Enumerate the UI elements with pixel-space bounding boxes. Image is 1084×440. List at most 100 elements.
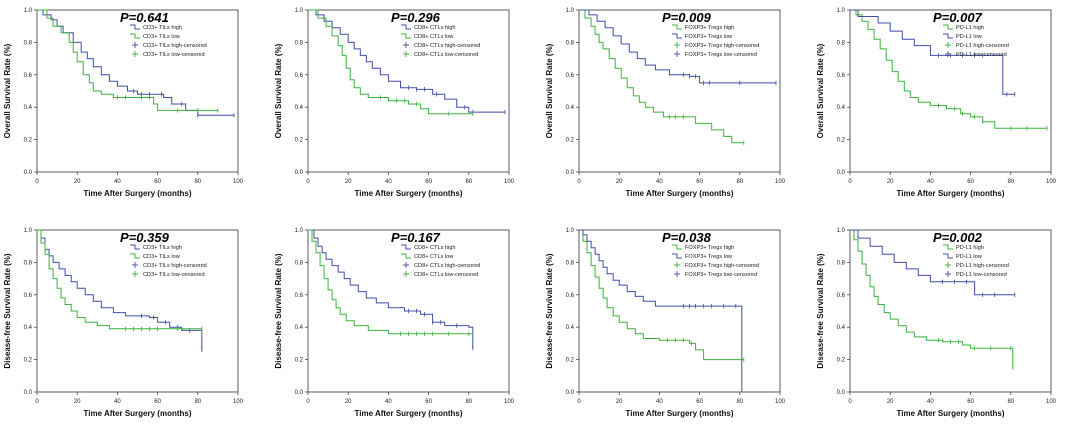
y-axis-title: Disease-free Survival Rate (%) [274,253,283,369]
legend-label: PD-L1 high [956,245,984,251]
x-tick-label: 80 [194,399,201,405]
x-tick-label: 0 [848,399,852,405]
y-tick-label: 0.2 [295,358,304,364]
x-tick-label: 40 [927,399,934,405]
km-curve-high [37,229,203,350]
x-tick-label: 60 [696,179,703,185]
x-tick-label: 60 [154,179,161,185]
km-curve-low [37,229,202,330]
legend-label: FOXP3+ Tregs low [685,34,733,40]
x-tick-label: 20 [887,399,894,405]
km-panel-os-cd8: 0.0 0.2 0.4 0.6 0.8 1.0 0 20 40 60 80 100 Time After… [271,0,542,220]
plot-frame [307,9,510,173]
legend-label: FOXP3+ Tregs low-censored [685,52,757,58]
x-tick-label: 0 [848,179,852,185]
legend-line-swatch [943,244,953,250]
legend-label: CD3+ TILs low-censored [143,272,205,278]
x-axis-title: Time After Surgery (months) [896,409,1004,418]
y-tick-label: 0.6 [566,73,575,79]
legend-label: CD8+ CTLs high-censored [414,43,480,49]
x-tick-label: 100 [233,179,244,185]
series-low-os-cd8 [308,9,474,116]
y-tick-label: 1.0 [837,8,846,14]
legend-line-swatch [401,253,411,259]
legend-label: CD3+ TILs high [143,245,182,251]
legend-label: PD-L1 low-censored [956,52,1007,58]
legend-label: CD3+ TILs low [143,254,181,260]
legend: FOXP3+ Tregs high FOXP3+ Tregs low FOXP3+ … [672,24,759,58]
series-high-os-foxp3 [579,9,777,86]
x-tick-label: 80 [736,179,743,185]
legend-label: CD8+ CTLs high [414,245,456,251]
y-axis-title: Overall Survival Rate (%) [545,43,554,138]
legend-line-swatch [130,244,140,250]
legend-label: PD-L1 high-censored [956,263,1009,269]
y-tick-label: 0.4 [295,105,304,111]
x-tick-label: 80 [465,179,472,185]
series-low-dfs-cd3 [37,229,203,332]
y-tick-label: 0.4 [837,325,846,331]
legend-label: FOXP3+ Tregs low-censored [685,272,757,278]
legend-line-swatch [130,24,140,30]
y-tick-label: 0.8 [566,40,575,46]
legend-label: CD8+ CTLs high [414,25,456,31]
km-panel-dfs-cd8: 0.0 0.2 0.4 0.6 0.8 1.0 0 20 40 60 80 100 Time After… [271,220,542,440]
legend-label: FOXP3+ Tregs high-censored [685,43,759,49]
x-tick-label: 100 [504,399,515,405]
km-chart-dfs-cd8: 0.0 0.2 0.4 0.6 0.8 1.0 0 20 40 60 80 100 Time After… [274,228,515,418]
x-axis-title: Time After Surgery (months) [83,189,191,198]
legend: PD-L1 high PD-L1 low PD-L1 high-censored PD… [943,244,1009,278]
legend-label: FOXP3+ Tregs low [685,254,733,260]
legend-line-swatch [672,33,682,39]
y-tick-label: 1.0 [24,228,33,234]
y-tick-label: 0.0 [837,390,846,396]
x-tick-label: 0 [306,179,310,185]
legend: CD8+ CTLs high CD8+ CTLs low CD8+ CTLs hig… [401,24,480,58]
km-chart-dfs-foxp3: 0.0 0.2 0.4 0.6 0.8 1.0 0 20 40 60 80 100 Time After… [545,228,786,418]
legend-label: CD3+ TILs high [143,25,182,31]
x-tick-label: 60 [967,399,974,405]
x-tick-label: 40 [114,399,121,405]
y-axis-title: Overall Survival Rate (%) [816,43,825,138]
x-tick-label: 80 [194,179,201,185]
y-tick-label: 0.0 [24,170,33,176]
p-value: P=0.167 [391,230,441,245]
km-panel-os-cd3: 0.0 0.2 0.4 0.6 0.8 1.0 0 20 40 60 80 100 Time After… [0,0,271,220]
p-value: P=0.007 [933,10,983,25]
y-tick-label: 0.2 [566,358,575,364]
y-tick-label: 0.8 [295,260,304,266]
x-tick-label: 40 [385,179,392,185]
y-tick-label: 0.8 [566,260,575,266]
legend-label: PD-L1 high-censored [956,43,1009,49]
x-tick-label: 0 [577,399,581,405]
y-tick-label: 0.8 [24,260,33,266]
km-chart-os-cd8: 0.0 0.2 0.4 0.6 0.8 1.0 0 20 40 60 80 100 Time After… [274,8,515,198]
y-tick-label: 0.6 [837,73,846,79]
km-chart-os-cd3: 0.0 0.2 0.4 0.6 0.8 1.0 0 20 40 60 80 100 Time After… [3,8,244,198]
y-tick-label: 0.2 [24,358,33,364]
y-tick-label: 0.2 [837,358,846,364]
y-axis-title: Overall Survival Rate (%) [3,43,12,138]
x-axis-title: Time After Surgery (months) [625,189,733,198]
y-tick-label: 0.4 [566,325,575,331]
x-tick-label: 100 [504,179,515,185]
legend-label: FOXP3+ Tregs high [685,25,734,31]
p-value: P=0.009 [662,10,712,25]
x-tick-label: 80 [1007,399,1014,405]
x-axis-title: Time After Surgery (months) [896,189,1004,198]
x-tick-label: 40 [656,399,663,405]
x-tick-label: 80 [1007,179,1014,185]
km-curve-low [579,9,744,144]
x-tick-label: 60 [696,399,703,405]
y-tick-label: 1.0 [566,8,575,14]
y-tick-label: 0.0 [566,390,575,396]
legend-label: CD8+ CTLs low-censored [414,52,478,58]
x-tick-label: 0 [306,399,310,405]
y-tick-label: 0.2 [837,138,846,144]
x-tick-label: 0 [35,179,39,185]
y-tick-label: 0.4 [24,325,33,331]
y-tick-label: 0.8 [295,40,304,46]
x-tick-label: 60 [425,179,432,185]
km-curve-high [850,9,1015,95]
x-tick-label: 40 [656,179,663,185]
